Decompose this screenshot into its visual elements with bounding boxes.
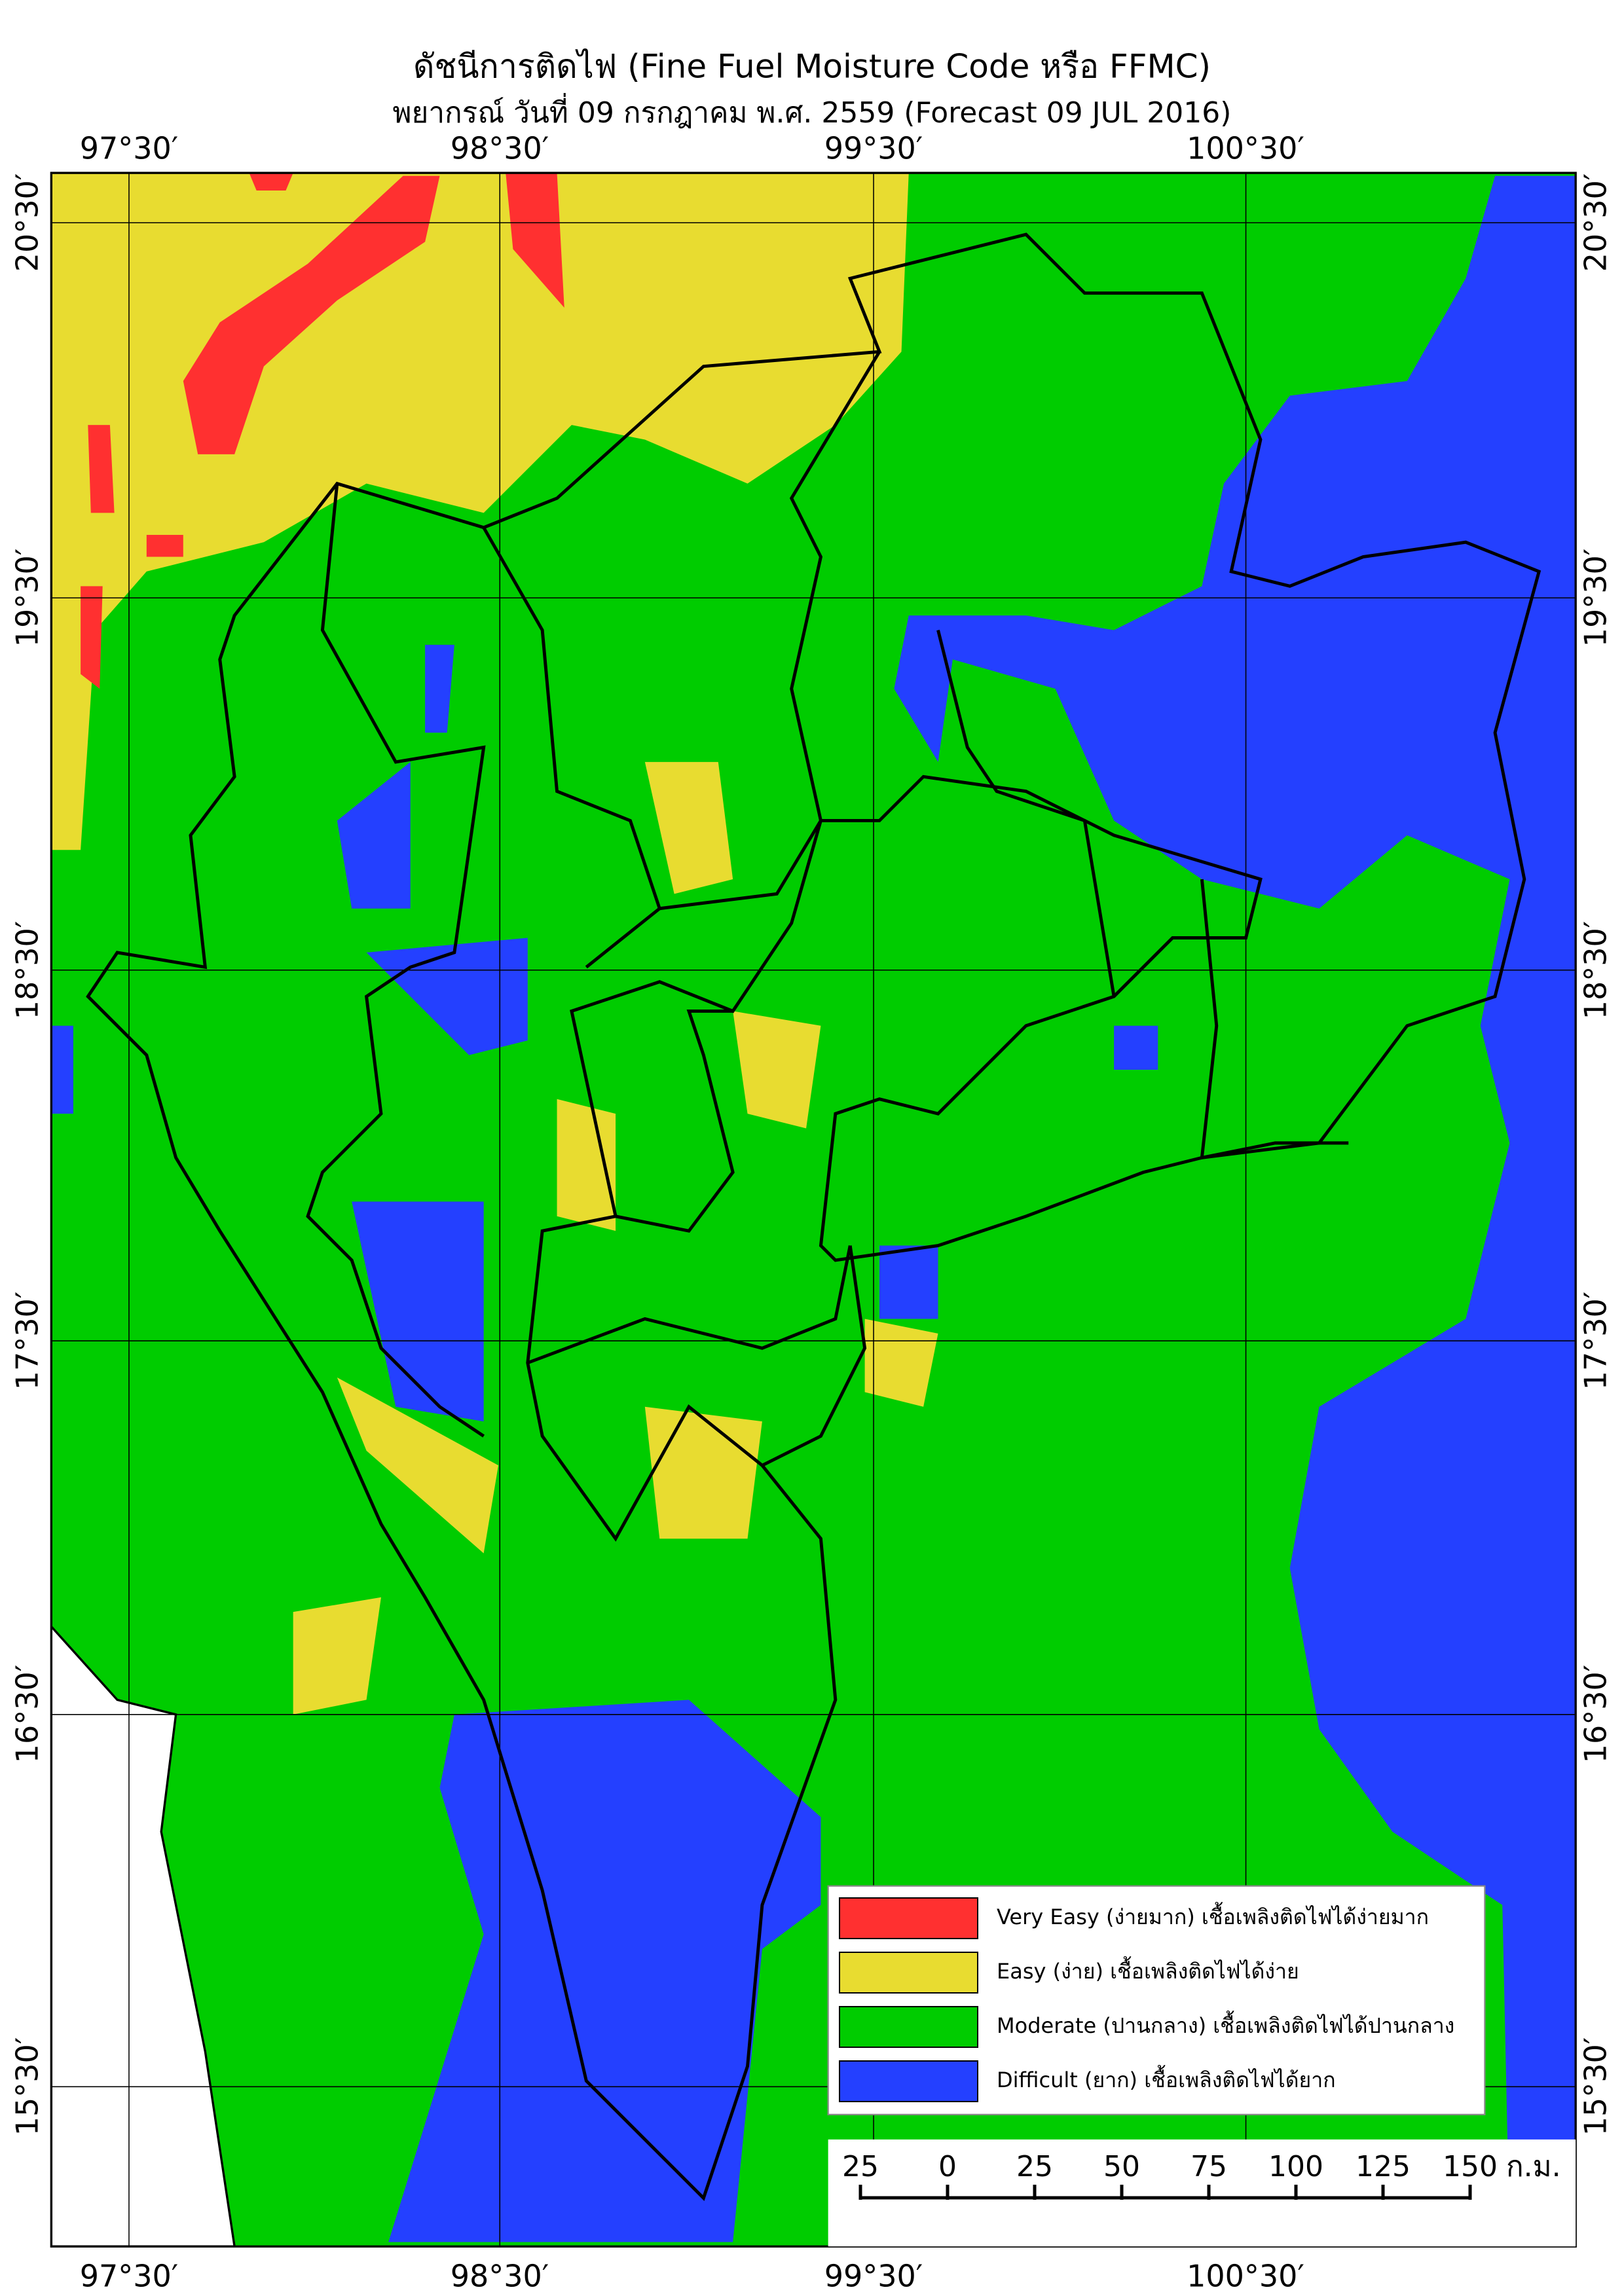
latitude-label: 20°30′ [1578, 173, 1614, 272]
legend-label: Difficult (ยาก) เชื้อเพลิงติดไฟได้ยาก [997, 2065, 1336, 2092]
latitude-label: 15°30′ [10, 2037, 45, 2136]
scale-label: 100 [1268, 2150, 1323, 2183]
map-subtitle: พยากรณ์ วันที่ 09 กรกฎาคม พ.ศ. 2559 (For… [393, 92, 1232, 130]
easy-area [293, 761, 938, 1715]
scale-box [828, 2139, 1576, 2247]
scale-label: 0 [938, 2150, 957, 2183]
legend-swatch [839, 2060, 978, 2102]
latitude-label: 18°30′ [10, 921, 45, 1020]
scale-unit: ก.ม. [1506, 2150, 1561, 2183]
scale-label: 150 [1443, 2150, 1498, 2183]
latitude-label: 19°30′ [10, 549, 45, 647]
latitude-label: 17°30′ [1578, 1292, 1614, 1391]
latitude-label: 15°30′ [1578, 2037, 1614, 2136]
map-title: ดัชนีการติดไฟ (Fine Fuel Moisture Code ห… [413, 48, 1211, 86]
legend-label: Easy (ง่าย) เชื้อเพลิงติดไฟได้ง่าย [997, 1956, 1299, 1984]
difficult-area [894, 175, 1576, 2242]
longitude-label: 99°30′ [824, 2259, 923, 2294]
longitude-label: 100°30′ [1187, 2259, 1304, 2294]
latitude-label: 17°30′ [10, 1292, 45, 1391]
longitude-label: 98°30′ [451, 131, 549, 166]
longitude-label: 98°30′ [451, 2259, 549, 2294]
longitude-label: 100°30′ [1187, 131, 1304, 166]
longitude-label: 99°30′ [824, 131, 923, 166]
latitude-label: 19°30′ [1578, 549, 1614, 647]
legend-swatch [839, 1897, 978, 1939]
very-easy-area [81, 173, 564, 689]
scale-label: 25 [842, 2150, 879, 2183]
latitude-label: 16°30′ [1578, 1665, 1614, 1764]
map-frame [50, 172, 1577, 2248]
legend-swatch [839, 1952, 978, 1994]
legend-swatch [839, 2006, 978, 2048]
longitude-label: 97°30′ [80, 2259, 179, 2294]
difficult-area [51, 644, 1158, 2242]
scale-label: 50 [1103, 2150, 1140, 2183]
scale-label: 75 [1190, 2150, 1227, 2183]
scale-label: 125 [1356, 2150, 1411, 2183]
province-boundaries [86, 232, 1541, 2202]
scale-label: 25 [1016, 2150, 1053, 2183]
map-body [50, 172, 1577, 2248]
sea [51, 1625, 236, 2247]
latitude-label: 20°30′ [10, 173, 45, 272]
legend-label: Very Easy (ง่ายมาก) เชื้อเพลิงติดไฟได้ง่… [997, 1902, 1429, 1929]
longitude-label: 97°30′ [80, 131, 179, 166]
latitude-label: 16°30′ [10, 1665, 45, 1764]
legend-label: Moderate (ปานกลาง) เชื้อเพลิงติดไฟได้ปาน… [997, 2011, 1454, 2038]
latitude-label: 18°30′ [1578, 921, 1614, 1020]
